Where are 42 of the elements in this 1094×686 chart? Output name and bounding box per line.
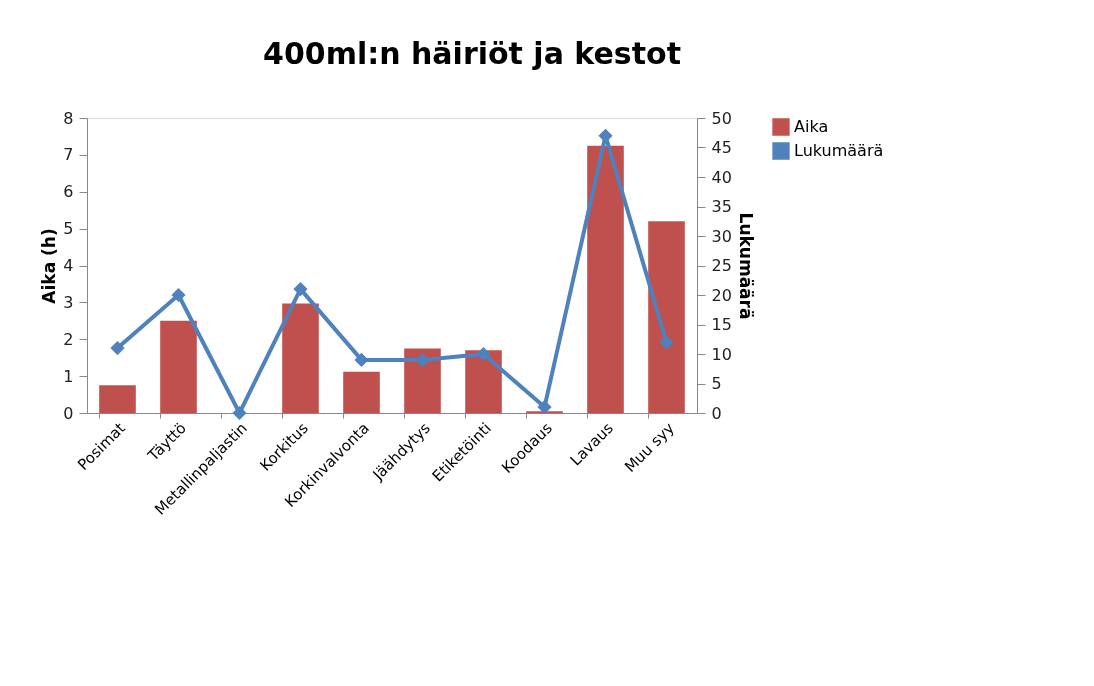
y2-axis-title: Lukumäärä [735, 212, 756, 320]
y2-tick-label: 10 [711, 344, 732, 364]
y-tick-label: 5 [63, 219, 74, 239]
bar [587, 145, 624, 413]
bar [343, 371, 380, 413]
point [659, 335, 674, 350]
point [293, 282, 308, 297]
y2-tick-label: 15 [711, 315, 732, 334]
y2-tick-label: 40 [711, 167, 732, 187]
y2-tick-label: 35 [711, 197, 732, 216]
point [232, 405, 247, 421]
y2-tick-label: 25 [711, 256, 732, 275]
y2-tick-label: 0 [711, 403, 722, 423]
y2-tick-label: 45 [711, 138, 732, 157]
bar [404, 348, 441, 413]
point [110, 341, 125, 356]
y-tick-label: 6 [63, 182, 74, 202]
y2-tick-label: 30 [711, 226, 732, 246]
y-axis-title: Aika (h) [39, 228, 60, 304]
bar [160, 320, 197, 413]
point [415, 352, 430, 367]
y2-tick-label: 5 [711, 374, 722, 393]
y2-tick-label: 50 [711, 108, 732, 128]
point [354, 352, 369, 367]
point [171, 287, 186, 303]
y-tick-label: 0 [63, 403, 74, 423]
bar [99, 385, 136, 413]
y-tick-label: 1 [63, 366, 74, 386]
y-tick-label: 8 [63, 108, 74, 128]
legend-label: Aika [794, 117, 829, 136]
bar [282, 303, 319, 413]
chart-title: 400ml:n häiriöt ja kestot [263, 36, 681, 71]
point [476, 346, 491, 362]
legend-label: Lukumäärä [794, 141, 884, 160]
y-tick-label: 7 [63, 145, 74, 165]
bar [465, 350, 502, 413]
y-tick-label: 2 [63, 329, 74, 349]
y-tick-label: 3 [63, 292, 74, 312]
point [537, 400, 552, 415]
bar [648, 221, 685, 413]
y2-tick-label: 20 [711, 285, 732, 305]
y-tick-label: 4 [63, 256, 74, 275]
